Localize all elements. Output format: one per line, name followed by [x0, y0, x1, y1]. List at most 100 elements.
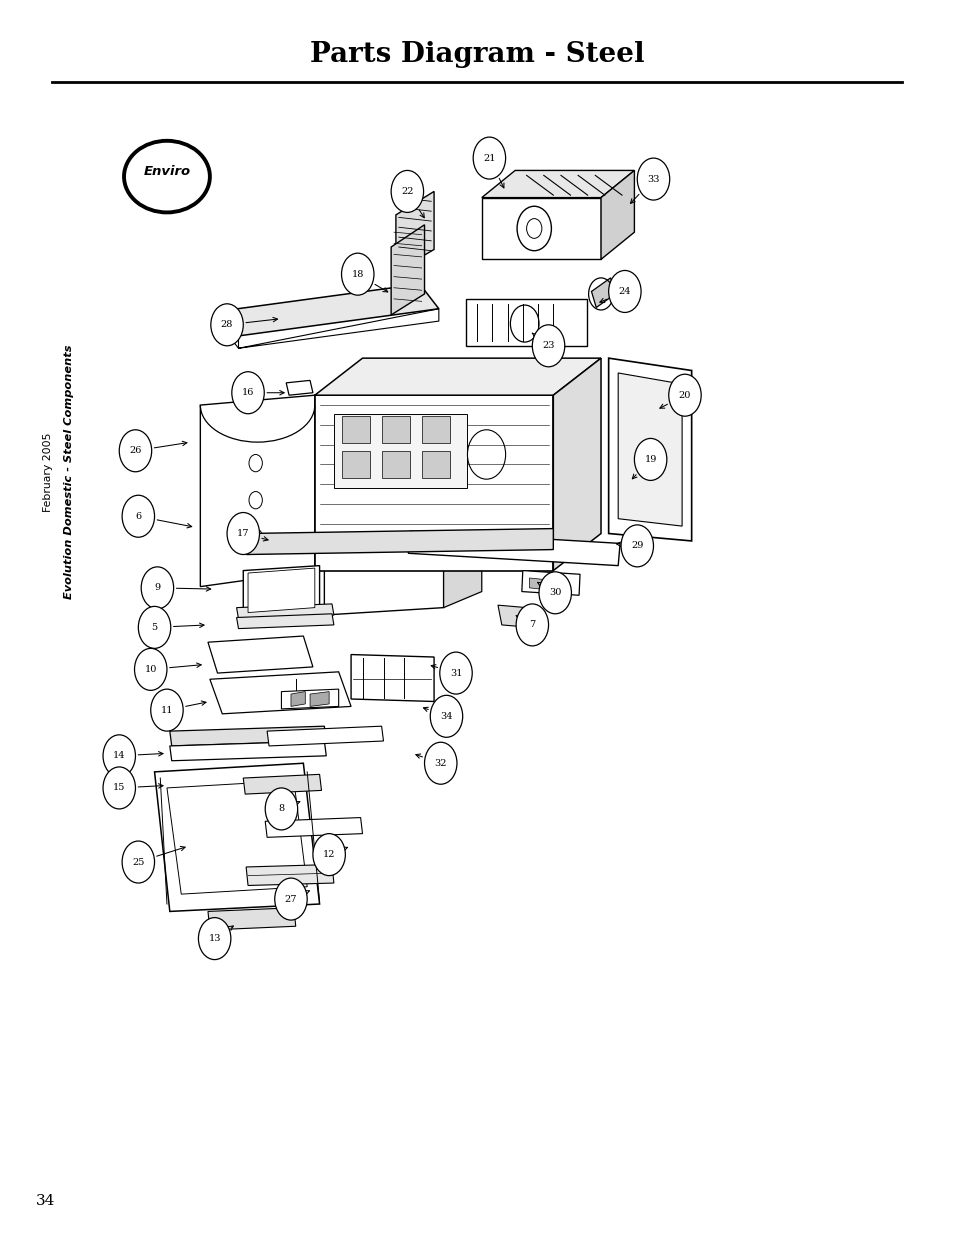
Circle shape	[119, 430, 152, 472]
Polygon shape	[324, 509, 481, 534]
Text: 32: 32	[434, 758, 447, 768]
Polygon shape	[481, 198, 600, 259]
Polygon shape	[170, 741, 326, 761]
Polygon shape	[267, 726, 383, 746]
Polygon shape	[314, 395, 553, 571]
Polygon shape	[334, 414, 467, 488]
Circle shape	[122, 495, 154, 537]
Circle shape	[532, 325, 564, 367]
Polygon shape	[497, 605, 530, 627]
Text: 18: 18	[352, 269, 363, 279]
Text: 20: 20	[679, 390, 690, 400]
Circle shape	[620, 525, 653, 567]
Circle shape	[341, 253, 374, 295]
Text: 22: 22	[400, 186, 414, 196]
Text: 34: 34	[36, 1194, 55, 1208]
Polygon shape	[265, 818, 362, 837]
Circle shape	[637, 158, 669, 200]
Polygon shape	[341, 416, 370, 443]
Circle shape	[538, 572, 571, 614]
Text: 14: 14	[112, 751, 126, 761]
Polygon shape	[170, 726, 326, 746]
Circle shape	[211, 304, 243, 346]
Polygon shape	[408, 531, 619, 566]
Text: Enviro: Enviro	[143, 165, 191, 178]
Text: 27: 27	[284, 894, 297, 904]
Polygon shape	[246, 864, 334, 885]
Text: 12: 12	[322, 850, 335, 860]
Circle shape	[608, 270, 640, 312]
Polygon shape	[600, 170, 634, 259]
Circle shape	[391, 170, 423, 212]
Polygon shape	[381, 416, 410, 443]
Polygon shape	[286, 380, 313, 395]
Polygon shape	[281, 689, 338, 709]
Polygon shape	[553, 358, 600, 571]
Polygon shape	[154, 763, 319, 911]
Polygon shape	[391, 225, 424, 315]
Text: 24: 24	[618, 287, 631, 296]
Circle shape	[103, 767, 135, 809]
Text: 11: 11	[160, 705, 173, 715]
Circle shape	[151, 689, 183, 731]
Polygon shape	[310, 692, 329, 706]
Text: February 2005: February 2005	[43, 432, 52, 511]
Text: 7: 7	[529, 620, 535, 630]
Polygon shape	[341, 451, 370, 478]
Polygon shape	[210, 672, 351, 714]
Circle shape	[232, 372, 264, 414]
Circle shape	[103, 735, 135, 777]
Polygon shape	[246, 529, 553, 555]
Polygon shape	[381, 451, 410, 478]
Polygon shape	[521, 571, 579, 595]
Text: 31: 31	[449, 668, 462, 678]
Polygon shape	[208, 636, 313, 673]
Polygon shape	[200, 395, 314, 587]
Polygon shape	[208, 908, 295, 930]
Polygon shape	[243, 774, 321, 794]
Polygon shape	[529, 578, 553, 590]
Circle shape	[313, 834, 345, 876]
Polygon shape	[291, 692, 305, 706]
Text: 33: 33	[646, 174, 659, 184]
Circle shape	[122, 841, 154, 883]
Text: 15: 15	[113, 783, 125, 793]
Text: 13: 13	[208, 934, 221, 944]
Text: 34: 34	[439, 711, 453, 721]
Circle shape	[424, 742, 456, 784]
Text: 28: 28	[221, 320, 233, 330]
Text: Evolution Domestic - Steel Components: Evolution Domestic - Steel Components	[64, 345, 73, 599]
Polygon shape	[219, 284, 438, 336]
Text: 10: 10	[145, 664, 156, 674]
Text: 26: 26	[130, 446, 141, 456]
Text: 25: 25	[132, 857, 144, 867]
Text: 29: 29	[631, 541, 642, 551]
Polygon shape	[314, 358, 600, 395]
Text: 8: 8	[278, 804, 284, 814]
Polygon shape	[465, 299, 586, 346]
Polygon shape	[443, 509, 481, 608]
Text: Parts Diagram - Steel: Parts Diagram - Steel	[310, 41, 643, 68]
Circle shape	[141, 567, 173, 609]
Polygon shape	[243, 566, 319, 616]
Circle shape	[138, 606, 171, 648]
Circle shape	[227, 513, 259, 555]
Circle shape	[668, 374, 700, 416]
Text: 5: 5	[152, 622, 157, 632]
Circle shape	[198, 918, 231, 960]
Polygon shape	[324, 525, 443, 615]
Circle shape	[473, 137, 505, 179]
Polygon shape	[351, 655, 434, 701]
Text: 19: 19	[644, 454, 656, 464]
Polygon shape	[421, 416, 450, 443]
Circle shape	[265, 788, 297, 830]
Text: 6: 6	[135, 511, 141, 521]
Polygon shape	[608, 358, 691, 541]
Polygon shape	[591, 278, 615, 308]
Polygon shape	[618, 373, 681, 526]
Polygon shape	[236, 614, 334, 629]
Polygon shape	[167, 781, 307, 894]
Text: 23: 23	[541, 341, 555, 351]
Polygon shape	[236, 604, 334, 619]
Circle shape	[430, 695, 462, 737]
